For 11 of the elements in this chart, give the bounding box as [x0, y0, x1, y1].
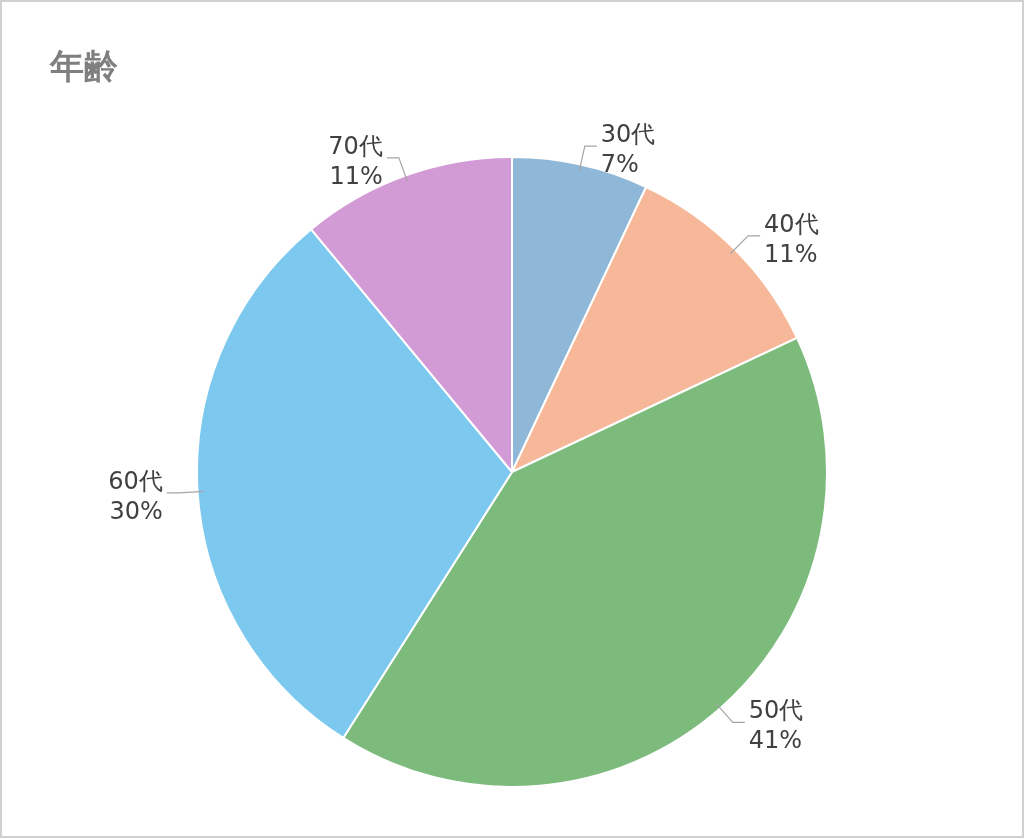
data-label: 11% — [764, 239, 818, 268]
slice-label: 30代 — [600, 120, 656, 149]
data-label: 30% — [109, 496, 163, 525]
slice-label: 70代 — [328, 131, 383, 160]
slice-label: 40代 — [764, 209, 819, 238]
data-label: 7% — [600, 150, 639, 179]
data-label: 11% — [329, 161, 383, 190]
slice-label: 50代 — [748, 696, 804, 725]
slice-label: 60代 — [108, 466, 163, 495]
data-label: 41% — [748, 726, 803, 755]
chart-title: 年齢 — [49, 46, 118, 86]
